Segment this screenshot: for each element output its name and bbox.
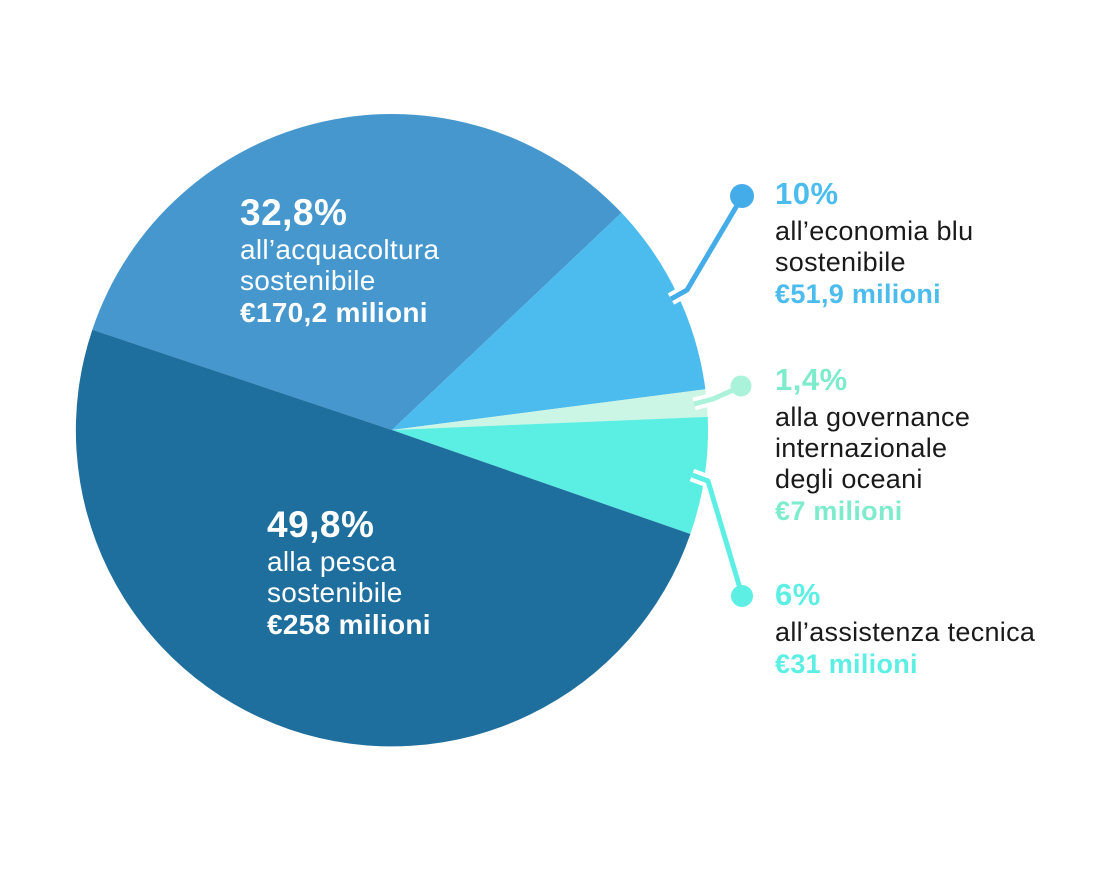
callout-lines [667, 184, 754, 607]
slice-pct: 10% [775, 176, 839, 211]
slice-pct: 32,8% [240, 192, 348, 233]
pie-slices [75, 114, 709, 747]
pie-slice-assistenza-tecnica [392, 416, 709, 535]
callout-label-governance-oceani: 1,4% alla governance internazionale degl… [775, 362, 970, 527]
callout-dot-assistenza-tecnica [731, 585, 753, 607]
slice-label-line: internazionale [775, 433, 948, 463]
slice-amount: €170,2 milioni [240, 297, 428, 328]
callout-line-economia-blu [669, 195, 745, 302]
slice-label-line: alla governance [775, 402, 971, 432]
slice-amount: €7 milioni [775, 496, 903, 526]
slice-label-line: all’economia blu [775, 216, 974, 246]
slice-label-pesca: 49,8% alla pesca sostenibile €258 milion… [267, 504, 431, 641]
callout-line-assistenza-tecnica [691, 472, 745, 596]
pie-slice-economia-blu [392, 212, 706, 430]
pie-slice-pesca [75, 329, 691, 747]
slice-amount: €31 milioni [775, 649, 918, 679]
pie-slice-acquacoltura [92, 114, 622, 430]
slice-pct: 6% [775, 577, 821, 612]
slice-label-line: sostenibile [775, 247, 906, 277]
slice-pct: 49,8% [267, 504, 375, 545]
slice-label-acquacoltura: 32,8% all’acquacoltura sostenibile €170,… [240, 192, 439, 329]
callout-dot-economia-blu [730, 184, 754, 208]
callout-label-assistenza-tecnica: 6% all’assistenza tecnica €31 milioni [775, 577, 1035, 680]
slice-amount: €258 milioni [267, 609, 431, 640]
slice-label-line: sostenibile [240, 265, 376, 296]
slice-label-line: degli oceani [775, 464, 923, 494]
callout-label-economia-blu: 10% all’economia blu sostenibile €51,9 m… [775, 176, 973, 310]
slice-pct: 1,4% [775, 362, 848, 397]
slice-amount: €51,9 milioni [775, 279, 941, 309]
slice-label-line: alla pesca [267, 546, 397, 577]
callout-line-governance-oceani [693, 384, 742, 407]
slice-label-line: all’assistenza tecnica [775, 617, 1036, 647]
slice-label-line: sostenibile [267, 577, 403, 608]
callout-dot-governance-oceani [730, 375, 752, 397]
slice-label-line: all’acquacoltura [240, 234, 440, 265]
pie-slice-governance-oceani [392, 389, 708, 430]
